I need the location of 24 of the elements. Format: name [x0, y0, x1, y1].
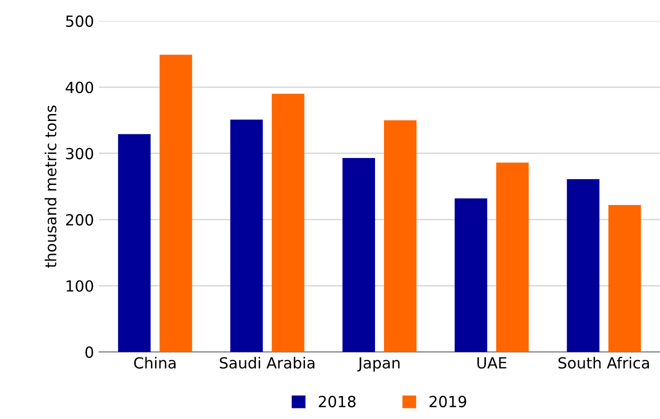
x-tick-label: South Africa [558, 356, 649, 369]
bar [566, 179, 600, 352]
legend-label: 2018 [318, 396, 356, 408]
bar [496, 162, 529, 352]
x-tick-label: Saudi Arabia [220, 356, 314, 369]
bar [272, 94, 304, 352]
y-tick-label: 300 [66, 148, 94, 160]
x-tick-label: UAE [477, 357, 506, 369]
y-tick-label: 0 [85, 346, 94, 358]
bar [118, 134, 151, 352]
x-tick-label: China [134, 356, 176, 369]
y-axis-title: thousand metric tons [44, 106, 56, 268]
bar [454, 198, 488, 352]
x-tick-label: Japan [357, 357, 400, 372]
y-tick-label: 200 [66, 214, 94, 226]
y-tick-label: 100 [66, 280, 94, 292]
bar [608, 204, 641, 352]
bar [384, 120, 417, 352]
legend-label: 2019 [430, 396, 466, 408]
bar [160, 54, 192, 352]
y-tick-label: 400 [66, 82, 94, 94]
bar [230, 120, 263, 352]
y-tick-label: 500 [66, 15, 94, 27]
bar [342, 158, 376, 352]
